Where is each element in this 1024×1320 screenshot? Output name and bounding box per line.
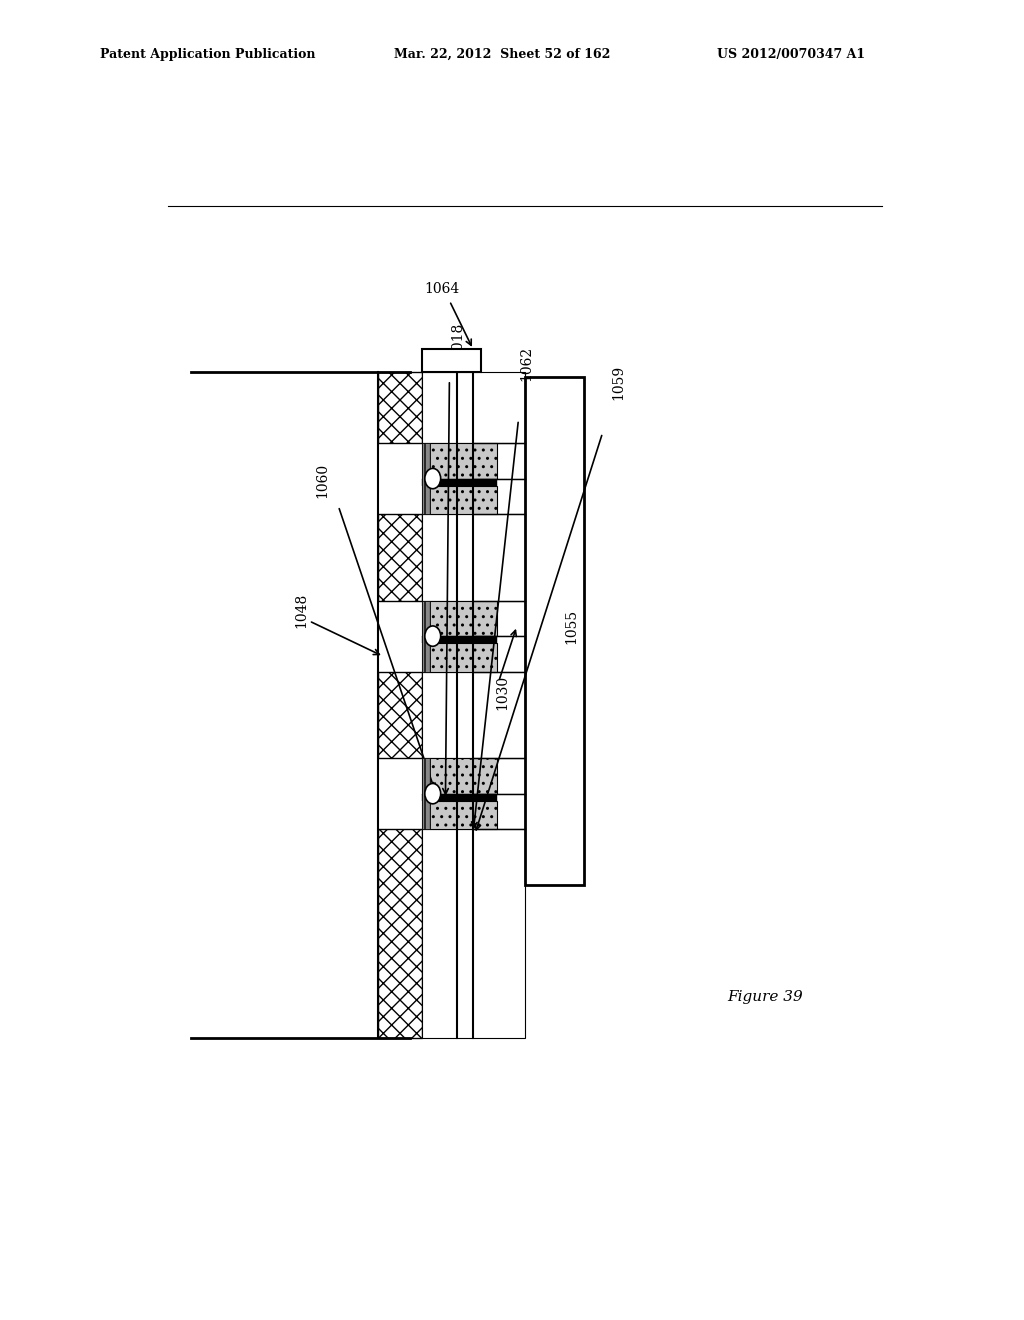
Bar: [422, 672, 524, 758]
Circle shape: [425, 784, 440, 804]
Bar: [473, 444, 524, 479]
Text: Patent Application Publication: Patent Application Publication: [100, 48, 315, 61]
Bar: [378, 372, 422, 444]
Bar: [473, 636, 524, 672]
Bar: [422, 801, 497, 829]
Circle shape: [425, 469, 440, 488]
Bar: [422, 515, 524, 601]
Bar: [378, 672, 422, 758]
Bar: [422, 601, 430, 672]
Bar: [378, 829, 422, 1038]
Text: 1059: 1059: [611, 364, 626, 400]
Bar: [422, 829, 524, 1038]
Bar: [473, 601, 524, 636]
Bar: [422, 643, 497, 672]
Bar: [473, 793, 524, 829]
Bar: [422, 758, 430, 829]
Text: 1055: 1055: [564, 609, 578, 644]
Bar: [378, 515, 422, 601]
Text: US 2012/0070347 A1: US 2012/0070347 A1: [717, 48, 865, 61]
Circle shape: [425, 626, 440, 647]
Bar: [422, 601, 497, 636]
Bar: [422, 486, 497, 515]
Text: 1064: 1064: [424, 281, 459, 296]
Bar: [422, 444, 430, 515]
Bar: [473, 479, 524, 515]
Bar: [422, 444, 497, 479]
Bar: [422, 479, 497, 486]
Text: Figure 39: Figure 39: [727, 990, 803, 1005]
Text: 1030: 1030: [496, 675, 510, 710]
Bar: [422, 636, 497, 643]
Text: 1060: 1060: [315, 463, 330, 498]
Text: Mar. 22, 2012  Sheet 52 of 162: Mar. 22, 2012 Sheet 52 of 162: [394, 48, 610, 61]
Text: 1062: 1062: [519, 346, 534, 381]
Text: 1048: 1048: [294, 593, 308, 628]
Bar: [473, 758, 524, 793]
Bar: [524, 378, 585, 886]
Bar: [422, 758, 497, 793]
Bar: [422, 372, 524, 444]
Bar: [422, 350, 481, 372]
Bar: [422, 793, 497, 801]
Text: 1018: 1018: [451, 322, 464, 356]
